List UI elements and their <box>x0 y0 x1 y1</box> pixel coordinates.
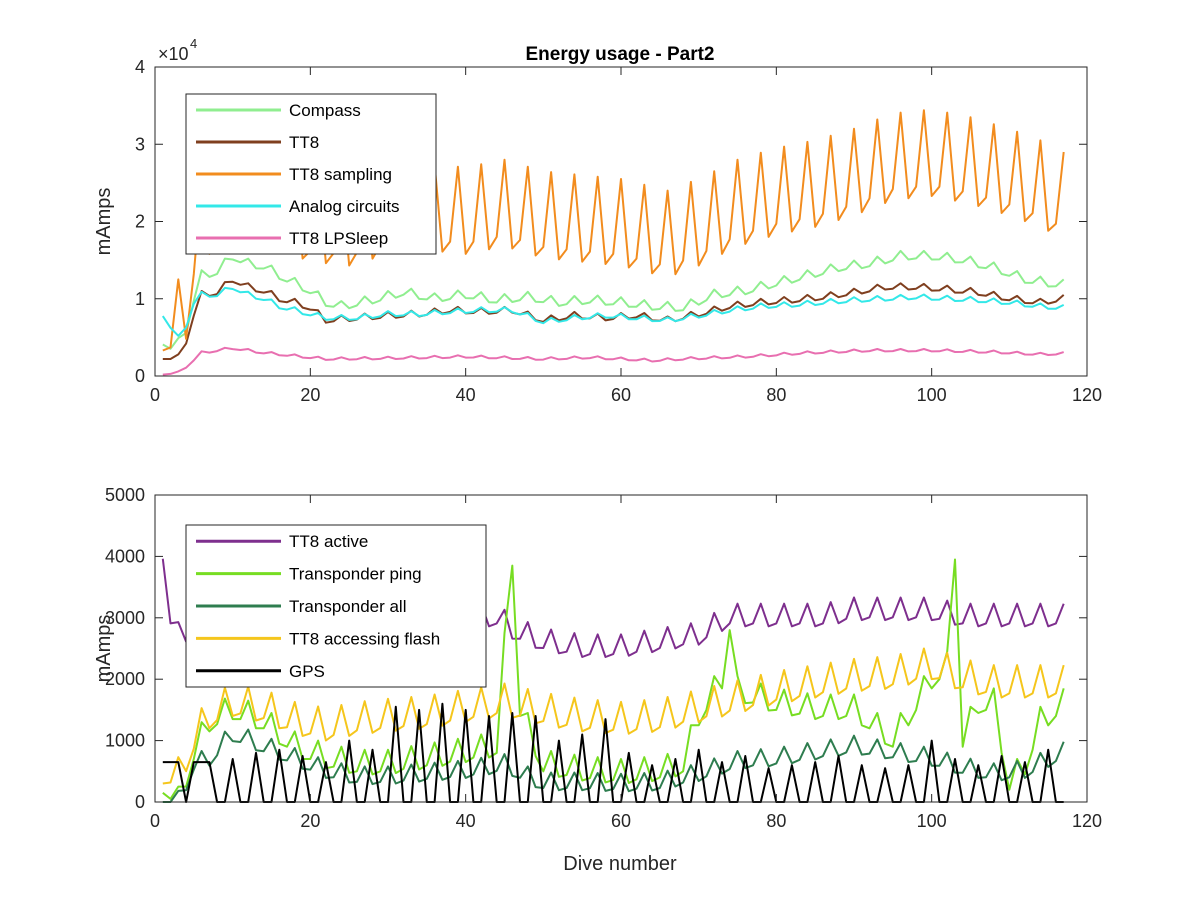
y-tick-label: 1 <box>135 289 145 309</box>
series-line-analog-circuits <box>161 286 1065 337</box>
legend: TT8 active Transponder ping Transponder al… <box>185 524 487 688</box>
x-tick-label: 120 <box>1072 385 1102 405</box>
legend-entry: TT8 accessing flash <box>196 629 440 648</box>
x-tick-label: 0 <box>150 385 160 405</box>
y-tick-label: 5000 <box>105 485 145 505</box>
legend-label: TT8 <box>289 133 319 152</box>
legend-label: GPS <box>289 662 325 681</box>
y-exponent-label: ×10 4 <box>158 36 197 64</box>
x-tick-label: 100 <box>917 385 947 405</box>
y-tick-label: 4 <box>135 57 145 77</box>
y-tick-label: 3000 <box>105 608 145 628</box>
legend: Compass TT8 TT8 sampling Analog circuits TT8… <box>185 93 437 255</box>
y-tick-label: 2 <box>135 212 145 232</box>
bottom-chart-panel: 0 20 40 60 80 100 120 0 1000 2000 3000 4000 5000 mAm… <box>93 485 1102 875</box>
x-tick-label: 0 <box>150 811 160 831</box>
top-chart-panel: Energy usage - Part2 ×10 4 0 20 40 60 80 100 1… <box>93 36 1102 405</box>
series-line-transponder-ping <box>162 558 1065 800</box>
y-tick-label: 4000 <box>105 546 145 566</box>
legend-entry: GPS <box>196 662 325 681</box>
legend-entry: TT8 sampling <box>196 165 392 184</box>
x-tick-label: 80 <box>766 811 786 831</box>
legend-entry: Analog circuits <box>196 197 400 216</box>
x-tick-label: 120 <box>1072 811 1102 831</box>
series-line-tt8-lpsleep <box>162 346 1064 376</box>
axis-ticks: 0 20 40 60 80 100 120 0 1 2 3 4 <box>135 57 1102 405</box>
legend-entry: TT8 active <box>196 532 368 551</box>
y-tick-label: 3 <box>135 134 145 154</box>
chart-title: Energy usage - Part2 <box>525 44 714 65</box>
legend-label: Analog circuits <box>289 197 400 216</box>
y-axis-label: mAmps <box>93 615 115 683</box>
legend-label: TT8 LPSleep <box>289 229 388 248</box>
legend-label: TT8 accessing flash <box>289 629 440 648</box>
y-tick-label: 0 <box>135 366 145 386</box>
legend-label: Compass <box>289 101 361 120</box>
legend-label: TT8 active <box>289 532 368 551</box>
series-line-tt8 <box>162 280 1065 360</box>
legend-label: Transponder ping <box>289 565 422 584</box>
x-tick-label: 60 <box>611 811 631 831</box>
x-tick-label: 40 <box>456 385 476 405</box>
legend-entry: TT8 <box>196 133 319 152</box>
y-axis-label: mAmps <box>93 188 115 256</box>
legend-label: TT8 sampling <box>289 165 392 184</box>
x-axis-label: Dive number <box>563 853 677 875</box>
series-line-transponder-all <box>162 728 1065 803</box>
y-tick-label: 2000 <box>105 669 145 689</box>
y-exponent-base: ×10 <box>158 44 189 64</box>
x-tick-label: 80 <box>766 385 786 405</box>
legend-label: Transponder all <box>289 597 407 616</box>
legend-entry: Transponder ping <box>196 565 422 584</box>
legend-entry: TT8 LPSleep <box>196 229 388 248</box>
x-tick-label: 60 <box>611 385 631 405</box>
series-line-tt8-accessing-flash <box>162 647 1065 785</box>
x-tick-label: 100 <box>917 811 947 831</box>
series-line-compass <box>162 249 1065 350</box>
x-tick-label: 40 <box>456 811 476 831</box>
y-tick-label: 1000 <box>105 731 145 751</box>
legend-entry: Transponder all <box>196 597 407 616</box>
y-exponent-power: 4 <box>190 36 197 51</box>
x-tick-label: 20 <box>300 385 320 405</box>
y-tick-label: 0 <box>135 792 145 812</box>
legend-entry: Compass <box>196 101 361 120</box>
x-tick-label: 20 <box>300 811 320 831</box>
axis-ticks: 0 20 40 60 80 100 120 0 1000 2000 3000 4000 5000 <box>105 485 1102 831</box>
